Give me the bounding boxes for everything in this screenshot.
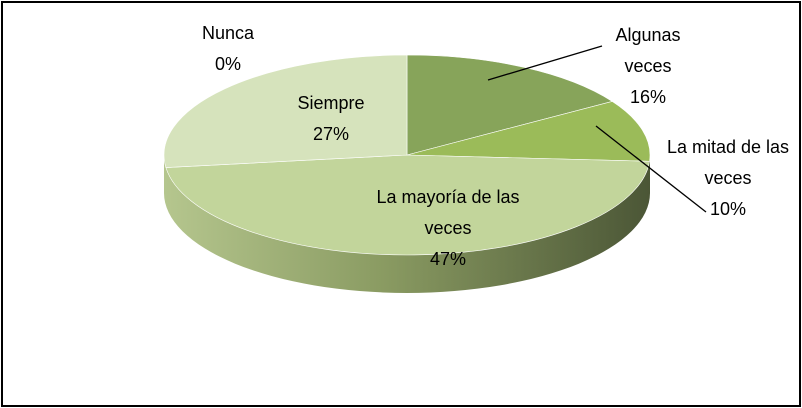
leader-line bbox=[595, 125, 707, 213]
category-label: Algunas veces bbox=[615, 25, 681, 76]
pie-slice bbox=[163, 54, 408, 168]
value-label: 27% bbox=[312, 124, 350, 144]
category-label: Nunca bbox=[201, 23, 255, 43]
category-label: La mayoría de las veces bbox=[376, 187, 520, 238]
data-label: La mayoría de las veces 47% bbox=[358, 182, 538, 275]
data-label: Siempre 27% bbox=[271, 88, 391, 150]
category-label: Siempre bbox=[297, 93, 365, 113]
data-label: La mitad de las veces 10% bbox=[658, 132, 798, 225]
pie-side bbox=[164, 155, 650, 293]
pie-slice bbox=[406, 101, 651, 162]
data-label: Algunas veces 16% bbox=[598, 20, 698, 113]
data-label: Nunca 0% bbox=[178, 18, 278, 80]
value-label: 16% bbox=[629, 87, 667, 107]
value-label: 0% bbox=[214, 54, 241, 74]
pie-slice bbox=[406, 54, 613, 156]
leader-line bbox=[487, 45, 603, 81]
value-label: 47% bbox=[429, 249, 467, 269]
pie bbox=[163, 54, 651, 293]
value-label: 10% bbox=[709, 199, 747, 219]
category-label: La mitad de las veces bbox=[666, 137, 790, 188]
pie-slice bbox=[165, 154, 650, 256]
